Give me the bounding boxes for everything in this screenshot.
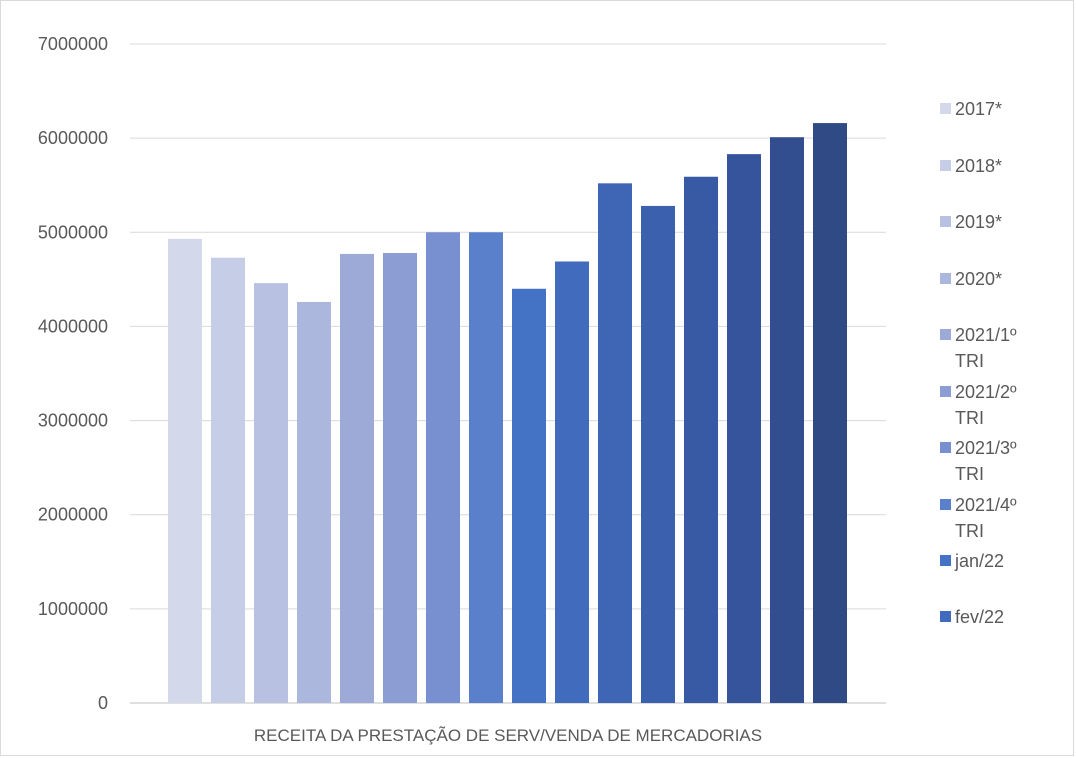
legend-item: 2021/2º TRI bbox=[940, 382, 1017, 428]
bar bbox=[770, 137, 804, 704]
y-tick-label: 2000000 bbox=[38, 505, 108, 525]
bar bbox=[426, 232, 460, 704]
legend-item: 2021/3º TRI bbox=[940, 438, 1017, 484]
bar bbox=[340, 253, 374, 703]
y-tick-label: 7000000 bbox=[38, 34, 108, 54]
y-axis-ticks: 0 1000000 2000000 3000000 4000000 5000000 6000… bbox=[38, 34, 108, 713]
legend-swatch bbox=[940, 442, 951, 453]
bar bbox=[254, 283, 288, 703]
legend-swatch bbox=[940, 329, 951, 340]
legend-item: 2021/4º TRI bbox=[940, 495, 1017, 541]
legend-swatch bbox=[940, 160, 951, 171]
bar bbox=[512, 288, 546, 703]
y-tick-label: 4000000 bbox=[38, 316, 108, 336]
legend-swatch bbox=[940, 386, 951, 397]
legend-swatch bbox=[940, 555, 951, 566]
legend-swatch bbox=[940, 273, 951, 284]
bar bbox=[297, 301, 331, 703]
legend-label: 2021/3º TRI bbox=[955, 438, 1017, 484]
legend-label: 2021/1º TRI bbox=[955, 325, 1017, 371]
legend-item: 2018* bbox=[940, 156, 1002, 176]
legend-swatch bbox=[940, 103, 951, 114]
y-tick-label: 5000000 bbox=[38, 222, 108, 242]
legend-item: 2021/1º TRI bbox=[940, 325, 1017, 371]
y-tick-label: 3000000 bbox=[38, 411, 108, 431]
bar bbox=[555, 261, 589, 703]
legend-item: 2019* bbox=[940, 212, 1002, 232]
x-axis-label: RECEITA DA PRESTAÇÃO DE SERV/VENDA DE ME… bbox=[254, 726, 762, 745]
bar bbox=[469, 232, 503, 704]
legend-label: 2021/2º TRI bbox=[955, 382, 1017, 428]
y-tick-label: 1000000 bbox=[38, 599, 108, 619]
legend-swatch bbox=[940, 611, 951, 622]
legend-swatch bbox=[940, 499, 951, 510]
bar bbox=[168, 238, 202, 703]
y-tick-label: 0 bbox=[98, 693, 108, 713]
bar bbox=[727, 154, 761, 703]
bar bbox=[684, 176, 718, 703]
legend: 2017* 2018* 2019* 2020* 2021/1º TRI 2021/2º TRI… bbox=[940, 99, 1017, 627]
bar bbox=[598, 183, 632, 703]
legend-label: 2019* bbox=[955, 212, 1002, 232]
bar bbox=[211, 257, 245, 703]
bar bbox=[383, 252, 417, 704]
legend-item: jan/22 bbox=[940, 551, 1004, 571]
legend-item: 2020* bbox=[940, 269, 1002, 289]
legend-label: fev/22 bbox=[955, 607, 1004, 627]
legend-label: 2017* bbox=[955, 99, 1002, 119]
y-tick-label: 6000000 bbox=[38, 128, 108, 148]
legend-swatch bbox=[940, 216, 951, 227]
legend-item: fev/22 bbox=[940, 607, 1004, 627]
legend-label: 2020* bbox=[955, 269, 1002, 289]
bar bbox=[813, 123, 847, 703]
legend-label: 2018* bbox=[955, 156, 1002, 176]
legend-label: 2021/4º TRI bbox=[955, 495, 1017, 541]
bars bbox=[168, 123, 847, 704]
bar bbox=[641, 205, 675, 703]
legend-label: jan/22 bbox=[954, 551, 1004, 571]
legend-item: 2017* bbox=[940, 99, 1002, 119]
